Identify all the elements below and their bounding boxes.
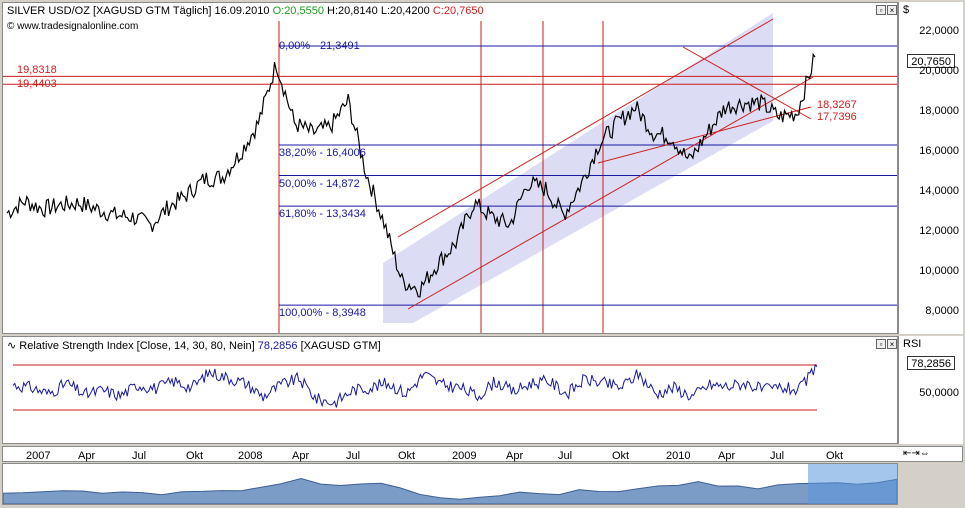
time-tick-label: Okt (398, 450, 416, 462)
time-axis[interactable] (2, 446, 963, 462)
time-tick-label: Jul (770, 450, 785, 462)
rsi-tick-50: 50,0000 (919, 387, 959, 399)
rsi-title: Relative Strength Index [Close, 14, 30, … (19, 340, 255, 352)
date-label: 16.09.2010 (214, 5, 270, 17)
scroll-buttons: ⇤⇥⇔ (903, 448, 930, 459)
time-tick-label: Jul (558, 450, 573, 462)
low-value: L:20,4200 (380, 5, 430, 17)
overview-series-area (3, 477, 897, 504)
chart-header: SILVER USD/OZ [XAGUSD GTM Täglich] 16.09… (7, 5, 484, 17)
price-tick-label: 18,0000 (919, 105, 959, 117)
price-axis[interactable]: $ 20,7650 22,0000 20,0000 18,0000 16,0000 14… (898, 2, 963, 334)
price-tick-label: 14,0000 (919, 185, 959, 197)
scroll-left-icon[interactable]: ⇤ (903, 448, 912, 459)
rsi-axis-label: RSI (903, 338, 922, 350)
close-pane-button[interactable]: × (887, 5, 897, 15)
rsi-wave-icon: ∿ (7, 340, 17, 352)
triangle-upper-line (682, 46, 812, 120)
channel-shading (383, 13, 773, 323)
channel-lower-line (407, 76, 814, 310)
price-tick-label: 8,0000 (925, 305, 959, 317)
price-tick-label: 10,0000 (919, 265, 959, 277)
time-tick-label: Okt (826, 450, 844, 462)
price-chart-pane[interactable]: SILVER USD/OZ [XAGUSD GTM Täglich] 16.09… (2, 2, 898, 334)
price-tick-label: 12,0000 (919, 225, 959, 237)
rsi-restore-button[interactable]: ▫ (876, 339, 886, 349)
level-label: 19,8318 (17, 64, 57, 77)
fib-label: 0,00% - 21,3491 (279, 40, 360, 53)
level-label: 19,4403 (17, 78, 57, 91)
fib-label: 50,00% - 14,872 (279, 177, 360, 190)
time-tick-label: Jul (132, 450, 147, 462)
rsi-value-tag: 78,2856 (907, 356, 955, 370)
rsi-axis[interactable]: RSI 78,2856 50,0000 (898, 336, 963, 444)
rsi-chart (12, 363, 818, 411)
restore-button[interactable]: ▫ (876, 5, 886, 15)
time-tick-label: Apr (292, 450, 310, 462)
overview-window-handle[interactable] (808, 464, 897, 504)
open-value: O:20,5550 (272, 5, 324, 17)
rsi-header: ∿ Relative Strength Index [Close, 14, 30… (7, 339, 381, 352)
copyright-icon: © (7, 21, 15, 32)
currency-label: $ (903, 4, 910, 16)
zoom-out-icon[interactable]: ⇔ (919, 448, 930, 459)
time-tick-label: Jul (346, 450, 361, 462)
price-tick-label: 22,0000 (919, 25, 959, 37)
close-value: C:20,7650 (432, 5, 484, 17)
fib-label: 38,20% - 16,4006 (279, 146, 366, 159)
fib-label: 61,80% - 13,3434 (279, 208, 366, 221)
source-label: © www.tradesignalonline.com (7, 21, 139, 32)
price-chart (3, 13, 897, 333)
time-tick-label: Apr (78, 450, 96, 462)
time-tick-label: Okt (612, 450, 630, 462)
triangle-lower-line (597, 106, 812, 164)
time-tick-label: Okt (186, 450, 204, 462)
price-tick-label: 16,0000 (919, 145, 959, 157)
overview-area (3, 477, 897, 504)
time-tick-label: 2007 (26, 450, 51, 462)
trend-label: 17,7396 (817, 111, 857, 124)
price-tick-label: 20,0000 (919, 65, 959, 77)
overview-navigator[interactable] (2, 463, 898, 505)
rsi-close-button[interactable]: × (887, 339, 897, 349)
rsi-pane[interactable]: ∿ Relative Strength Index [Close, 14, 30… (2, 336, 898, 444)
rsi-value: 78,2856 (257, 340, 298, 352)
time-tick-label: 2009 (452, 450, 477, 462)
rsi-series-line (12, 363, 818, 408)
time-tick-label: Apr (718, 450, 736, 462)
instrument-label: SILVER USD/OZ [XAGUSD GTM (7, 5, 170, 17)
trend-label: 18,3267 (817, 99, 857, 112)
scroll-right-icon[interactable]: ⇥ (911, 448, 920, 459)
high-value: H:20,8140 (327, 5, 378, 17)
time-tick-label: Apr (506, 450, 524, 462)
price-series-line (6, 52, 816, 298)
period-label: Täglich] (172, 5, 212, 17)
channel-upper-line (397, 18, 774, 238)
time-tick-label: 2008 (238, 450, 263, 462)
last-price-tag: 20,7650 (907, 54, 955, 68)
fib-label: 100,00% - 8,3948 (279, 307, 366, 320)
time-tick-label: 2010 (666, 450, 691, 462)
rsi-instrument: [XAGUSD GTM] (300, 340, 381, 352)
